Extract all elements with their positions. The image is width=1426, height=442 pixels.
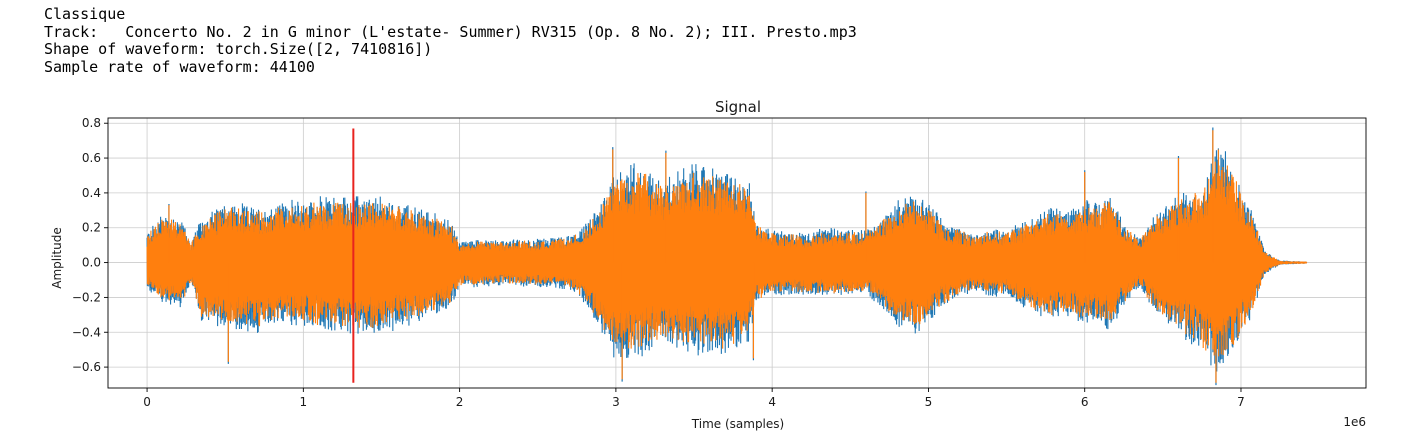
x-tick-label: 6 — [1081, 395, 1089, 409]
x-axis-label: Time (samples) — [691, 417, 784, 431]
x-tick-label: 5 — [925, 395, 933, 409]
y-tick-label: 0.6 — [82, 151, 101, 165]
waveform-shape-line: Shape of waveform: torch.Size([2, 741081… — [44, 40, 433, 58]
track-name: Concerto No. 2 in G minor (L'estate- Sum… — [125, 22, 857, 41]
y-tick-label: 0.8 — [82, 116, 101, 130]
genre-line: Classique — [44, 5, 126, 23]
y-tick-label: −0.2 — [72, 290, 101, 304]
chart-title: Signal — [715, 98, 761, 116]
sample-rate-line: Sample rate of waveform: 44100 — [44, 57, 315, 76]
waveform — [146, 127, 1308, 386]
x-tick-label: 7 — [1237, 395, 1245, 409]
plot-frame — [107, 117, 1367, 389]
x-tick-label: 3 — [612, 395, 620, 409]
y-tick-label: −0.6 — [72, 360, 101, 374]
y-tick-label: −0.4 — [72, 325, 101, 339]
channel-1-waveform — [146, 149, 1308, 357]
x-tick-label: 4 — [768, 395, 776, 409]
x-tick-label: 2 — [456, 395, 464, 409]
track-line: Track: Concerto No. 2 in G minor (L'esta… — [44, 22, 857, 42]
axes — [107, 117, 1367, 389]
y-tick-label: 0.0 — [82, 256, 101, 270]
track-label: Track: — [44, 22, 99, 41]
cell-output: Classique Track: Concerto No. 2 in G mino… — [44, 5, 857, 76]
y-tick-label: 0.4 — [82, 186, 101, 200]
x-tick-label: 0 — [143, 395, 151, 409]
ticks: 0 1 2 3 4 5 6 7 −0.6 −0.4 −0.2 0.0 0.2 0.4 0.6 0.8 — [72, 116, 1245, 409]
y-axis-label: Amplitude — [50, 227, 64, 289]
x-axis-offset-label: 1e6 — [1343, 415, 1366, 429]
y-tick-label: 0.2 — [82, 221, 101, 235]
channel-1-peaks — [168, 130, 1217, 383]
x-tick-label: 1 — [300, 395, 308, 409]
